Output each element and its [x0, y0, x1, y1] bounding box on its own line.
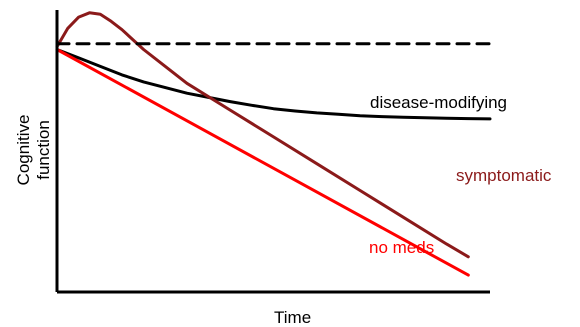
- series-layer: [55, 11, 492, 277]
- y-axis-title-line-2: function: [34, 120, 53, 180]
- y-axis-title-line-1: Cognitive: [14, 115, 33, 186]
- series-line-symptomatic: [55, 11, 470, 259]
- y-axis-title: Cognitive function: [14, 115, 53, 186]
- series-label-symptomatic: symptomatic: [456, 166, 552, 185]
- series-line-no-meds: [55, 48, 470, 277]
- series-label-no-meds: no meds: [369, 238, 434, 257]
- series-line-disease-modifying: [55, 48, 492, 121]
- x-axis-title: Time: [274, 308, 311, 327]
- series-label-disease-modifying: disease-modifying: [370, 93, 507, 112]
